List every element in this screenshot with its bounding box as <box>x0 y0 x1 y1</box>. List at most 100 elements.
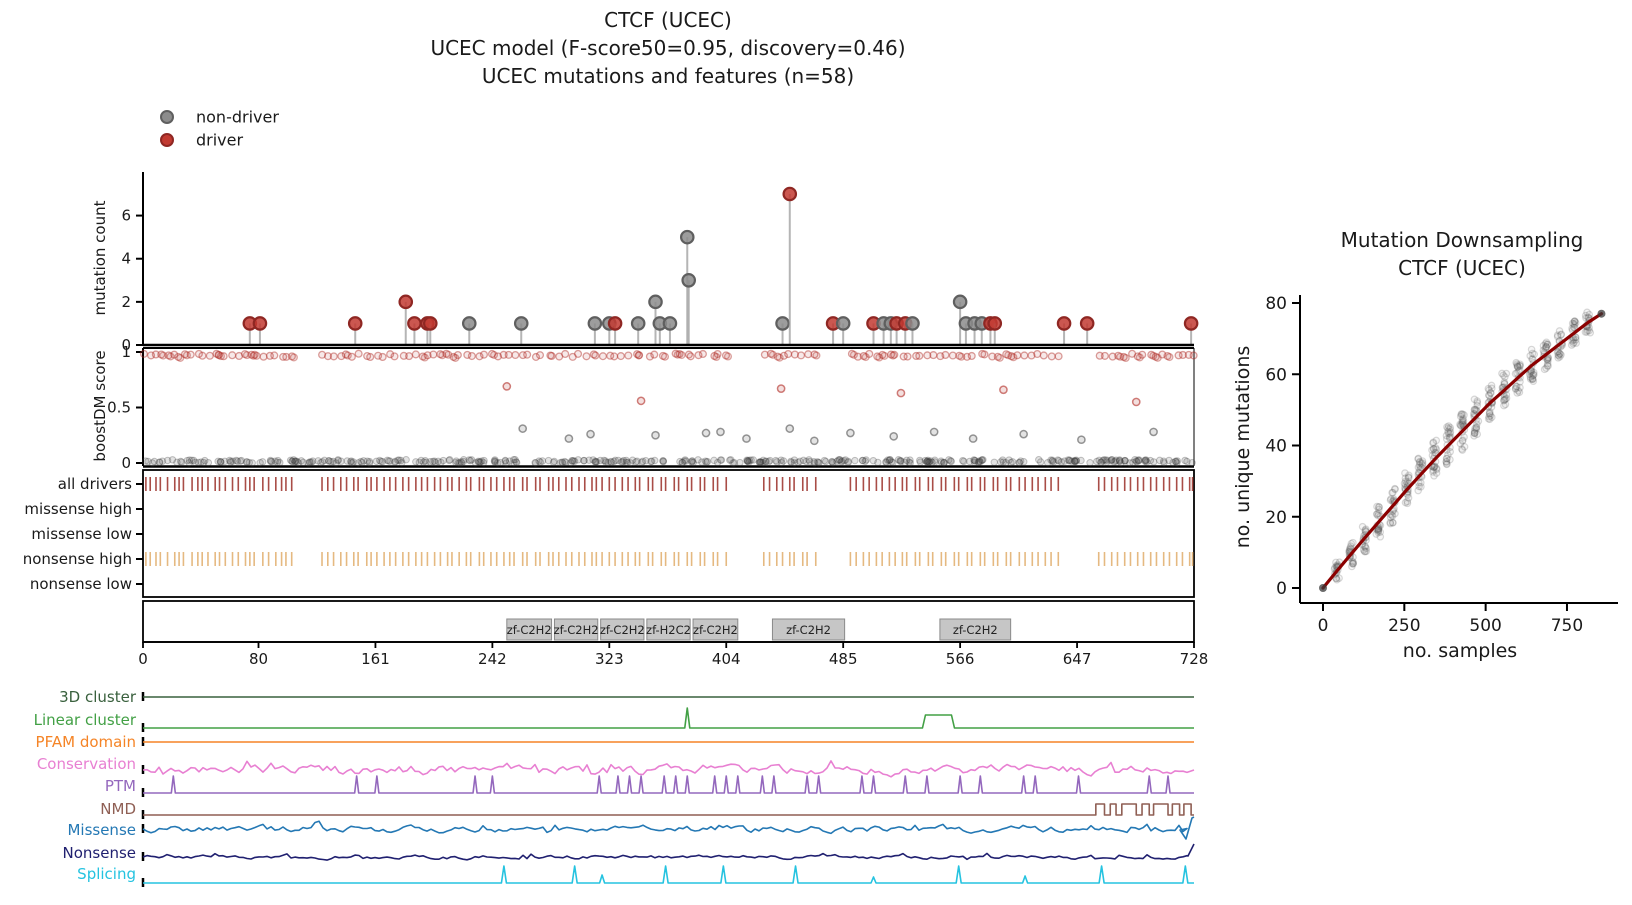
boostdm-driver-point <box>453 350 462 360</box>
boostdm-driver-point <box>287 352 296 361</box>
boostdm-nondriver-point <box>688 457 696 465</box>
boostdm-nondriver-point <box>185 459 193 467</box>
ds-scatter-point <box>1361 526 1370 534</box>
ds-y-tick-label: 0 <box>1276 579 1287 599</box>
boostdm-nondriver-point <box>1043 459 1052 467</box>
boostdm-driver-point <box>157 350 166 359</box>
ds-scatter-point <box>1470 405 1479 414</box>
ds-scatter-point <box>1445 433 1454 441</box>
boostdm-nondriver-point <box>437 458 445 467</box>
ds-scatter-point <box>1473 397 1482 405</box>
ds-scatter-point <box>1570 338 1578 347</box>
ds-scatter-point <box>1501 400 1510 409</box>
boostdm-nondriver-point <box>327 457 335 466</box>
boostdm-mid-nondriver-point <box>929 427 939 437</box>
ds-endpoint <box>1319 584 1327 592</box>
downsampling-title-line2: CTCF (UCEC) <box>1398 256 1526 280</box>
lollipop-non-driver <box>905 316 920 331</box>
feature-label-linear-cluster: Linear cluster <box>33 711 136 729</box>
ds-scatter-point <box>1570 317 1579 326</box>
boostdm-nondriver-point <box>1134 457 1143 465</box>
boostdm-driver-point <box>1138 350 1147 359</box>
boostdm-nondriver-point <box>288 457 296 466</box>
boostdm-nondriver-point <box>1060 457 1069 465</box>
boostdm-nondriver-point <box>713 458 722 467</box>
ds-scatter-point <box>1375 503 1383 511</box>
ds-curve <box>1321 312 1604 590</box>
boostdm-nondriver-point <box>561 457 569 466</box>
boostdm-driver-point <box>865 349 874 358</box>
ds-scatter-point <box>1512 358 1520 367</box>
boostdm-driver-point <box>531 352 541 361</box>
ds-scatter-point <box>1432 448 1440 457</box>
boostdm-nondriver-point <box>743 456 752 465</box>
boostdm-nondriver-point <box>787 457 795 466</box>
boostdm-nondriver-point <box>398 459 406 467</box>
ds-scatter-point <box>1446 428 1455 436</box>
feature-label-pfam-domain: PFAM domain <box>35 733 136 751</box>
ds-scatter-point <box>1540 365 1549 374</box>
ds-scatter-point <box>1429 438 1438 447</box>
boostdm-driver-point <box>873 352 882 361</box>
ds-scatter-point <box>1458 416 1467 425</box>
boostdm-nondriver-point <box>925 458 933 466</box>
ds-scatter-point <box>1557 350 1565 359</box>
boostdm-nondriver-point <box>225 456 234 465</box>
boostdm-nondriver-point <box>1103 456 1111 464</box>
ds-scatter-point <box>1374 509 1383 518</box>
boostdm-nondriver-point <box>291 458 299 466</box>
boostdm-driver-point <box>1020 351 1029 360</box>
boostdm-nondriver-point <box>604 458 612 467</box>
ds-scatter-point <box>1528 375 1537 384</box>
ds-scatter-point <box>1527 367 1535 376</box>
x-axis-tick-label: 323 <box>595 650 624 668</box>
boostdm-nondriver-point <box>593 458 601 466</box>
boostdm-driver-point <box>235 351 244 361</box>
boostdm-nondriver-point <box>928 458 936 467</box>
boostdm-driver-point <box>790 350 799 359</box>
boostdm-driver-point <box>589 350 598 359</box>
boostdm-nondriver-point <box>829 459 837 467</box>
ds-scatter-point <box>1459 415 1467 423</box>
boostdm-driver-point <box>1158 350 1167 359</box>
boostdm-nondriver-point <box>536 458 545 466</box>
ds-scatter-point <box>1472 420 1481 428</box>
boostdm-nondriver-point <box>372 457 381 466</box>
boostdm-nondriver-point <box>901 458 909 467</box>
boostdm-nondriver-point <box>622 456 631 465</box>
ds-scatter-point <box>1442 435 1451 443</box>
ds-scatter-point <box>1404 494 1413 502</box>
boostdm-nondriver-point <box>647 457 655 466</box>
boostdm-nondriver-point <box>1101 456 1110 464</box>
boostdm-nondriver-point <box>359 457 368 465</box>
ds-scatter-point <box>1458 420 1466 428</box>
boostdm-nondriver-point <box>1146 456 1155 465</box>
ds-scatter-point <box>1571 333 1580 342</box>
ds-scatter-point <box>1401 474 1410 483</box>
boostdm-nondriver-point <box>997 458 1005 466</box>
boostdm-driver-point <box>366 352 375 361</box>
boostdm-driver-point <box>980 350 989 359</box>
ds-scatter-point <box>1374 527 1383 535</box>
ds-scatter-point <box>1429 439 1437 447</box>
lollipop-non-driver <box>952 294 968 310</box>
boostdm-nondriver-point <box>946 456 955 465</box>
ds-scatter-point <box>1511 385 1520 393</box>
ds-scatter-point <box>1516 362 1524 370</box>
boostdm-nondriver-point <box>471 459 480 467</box>
boostdm-nondriver-point <box>931 458 939 466</box>
boostdm-nondriver-point <box>233 457 242 465</box>
boostdm-nondriver-point <box>1071 457 1079 466</box>
ds-scatter-point <box>1585 310 1594 319</box>
boostdm-driver-point <box>341 350 350 359</box>
boostdm-driver-point <box>282 352 291 361</box>
boostdm-nondriver-point <box>1064 456 1072 464</box>
ds-scatter-point <box>1431 448 1439 457</box>
x-axis-tick-label: 0 <box>138 650 148 668</box>
boostdm-nondriver-point <box>556 459 565 467</box>
ds-scatter-point <box>1374 524 1383 533</box>
ds-scatter-point <box>1389 518 1397 527</box>
ds-scatter-point <box>1417 459 1425 467</box>
boostdm-driver-point <box>880 351 889 360</box>
ds-scatter-point <box>1348 562 1356 571</box>
